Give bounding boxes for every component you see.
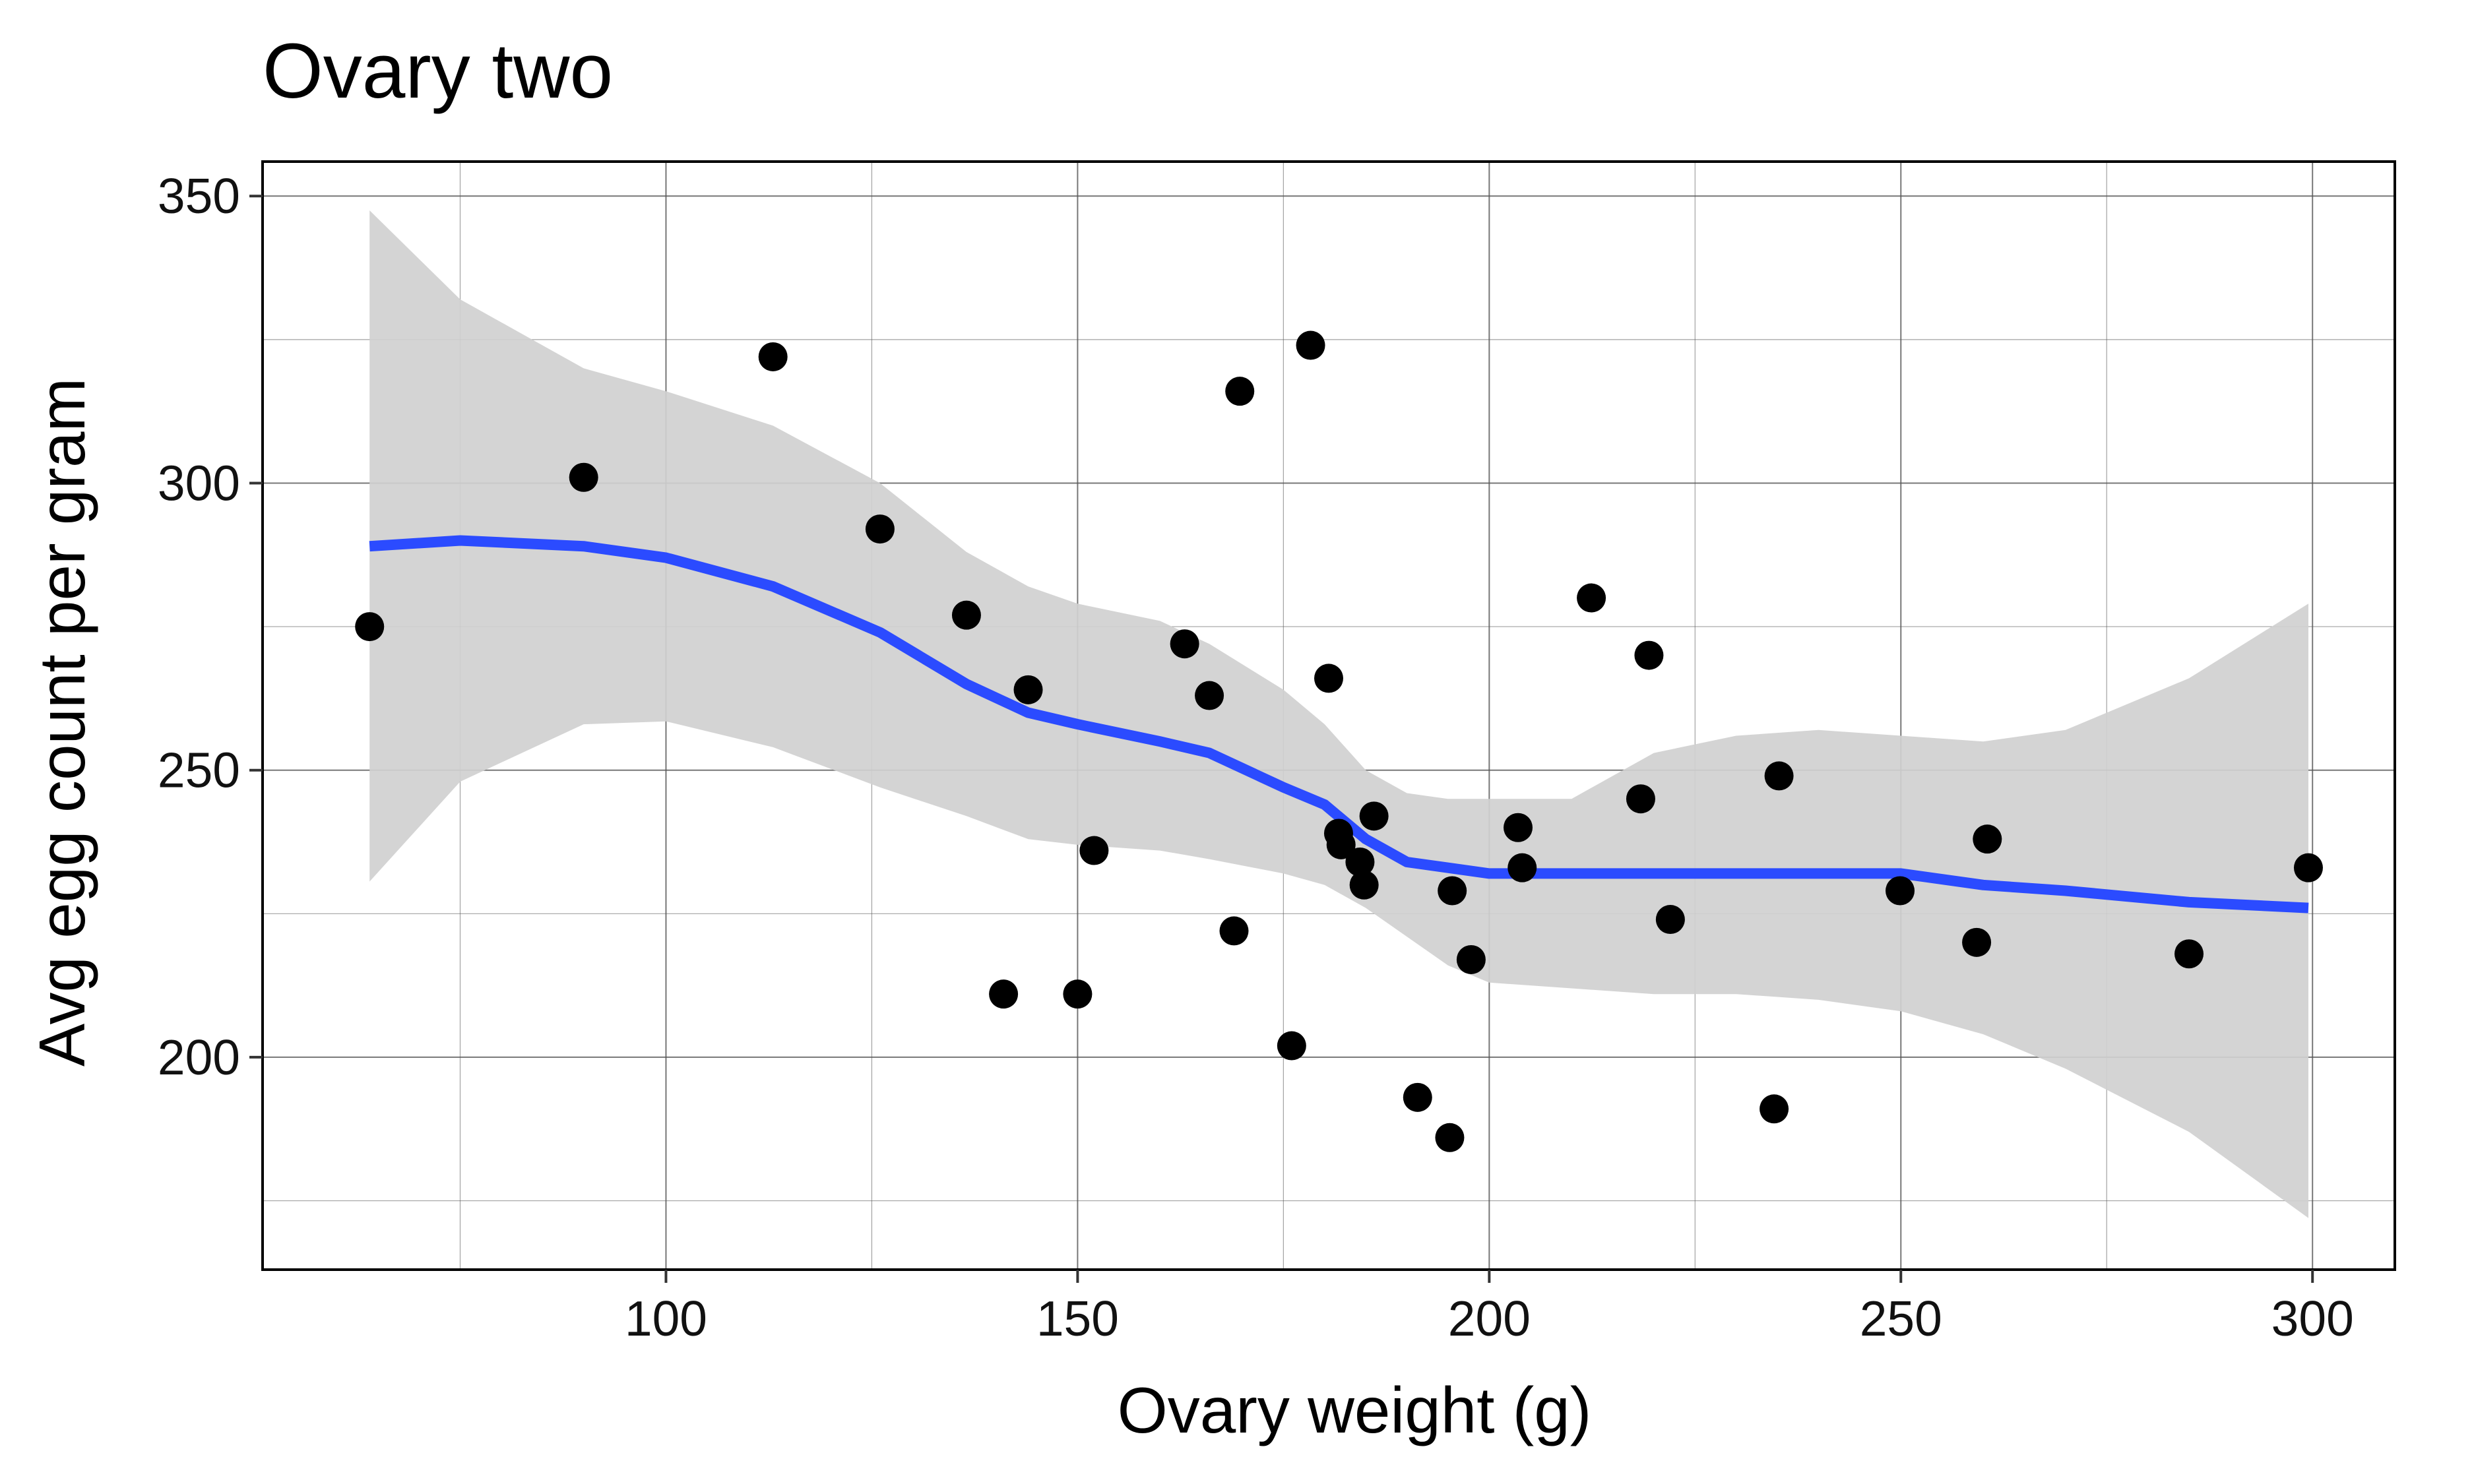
x-tick-label: 300: [2271, 1291, 2354, 1346]
data-point: [1760, 1094, 1789, 1124]
plot-frame: [261, 160, 2396, 1271]
data-point: [2174, 939, 2204, 969]
data-point: [1973, 824, 2002, 854]
data-point: [1456, 944, 1486, 974]
data-point: [1504, 813, 1533, 842]
data-point: [355, 612, 385, 642]
data-point: [951, 600, 981, 630]
data-point: [1438, 876, 1467, 906]
plot-frame-layer: [261, 160, 2396, 1271]
chart-title: Ovary two: [263, 28, 613, 115]
data-point: [1764, 761, 1794, 791]
y-tick-label: 300: [158, 455, 240, 510]
data-point: [1655, 905, 1685, 935]
data-point: [1962, 927, 1992, 957]
data-point: [569, 462, 598, 492]
data-points: [355, 330, 2323, 1152]
data-point: [865, 514, 895, 544]
data-point: [989, 979, 1019, 1009]
data-point: [1886, 876, 1915, 906]
x-tick-label: 250: [1860, 1291, 1942, 1346]
data-point: [1296, 330, 1325, 360]
y-tick-label: 200: [158, 1030, 240, 1085]
data-point: [1577, 583, 1606, 613]
data-point: [1219, 916, 1249, 946]
y-tick-label: 250: [158, 743, 240, 798]
data-point: [1345, 847, 1375, 877]
data-point: [1063, 979, 1093, 1009]
data-point: [1326, 830, 1356, 859]
data-point: [1634, 640, 1664, 670]
data-point: [758, 342, 788, 371]
x-tick-label: 200: [1448, 1291, 1531, 1346]
y-tick-label: 350: [158, 168, 240, 224]
y-axis-ticks: 200 250 300 350: [158, 168, 263, 1085]
x-axis-label: Ovary weight (g): [1118, 1374, 1592, 1446]
data-point: [1079, 836, 1109, 865]
data-point: [1403, 1082, 1432, 1112]
confidence-band: [369, 210, 2309, 1218]
data-point: [1195, 681, 1224, 710]
data-point: [1314, 664, 1343, 693]
data-point: [1435, 1123, 1465, 1152]
x-axis-ticks: 100 150 200 250 300: [625, 1270, 2354, 1346]
data-point: [1225, 377, 1255, 406]
data-point: [1277, 1031, 1306, 1061]
x-tick-label: 150: [1036, 1291, 1119, 1346]
confidence-band-layer: [369, 210, 2309, 1218]
y-axis-label: Avg egg count per gram: [26, 378, 98, 1067]
data-point: [1507, 853, 1537, 882]
data-point: [1359, 801, 1389, 831]
data-point: [1170, 629, 1199, 659]
data-point: [1013, 675, 1043, 704]
data-point: [1349, 870, 1379, 900]
data-point: [1626, 784, 1655, 814]
x-tick-label: 100: [625, 1291, 707, 1346]
data-point: [2293, 853, 2323, 882]
